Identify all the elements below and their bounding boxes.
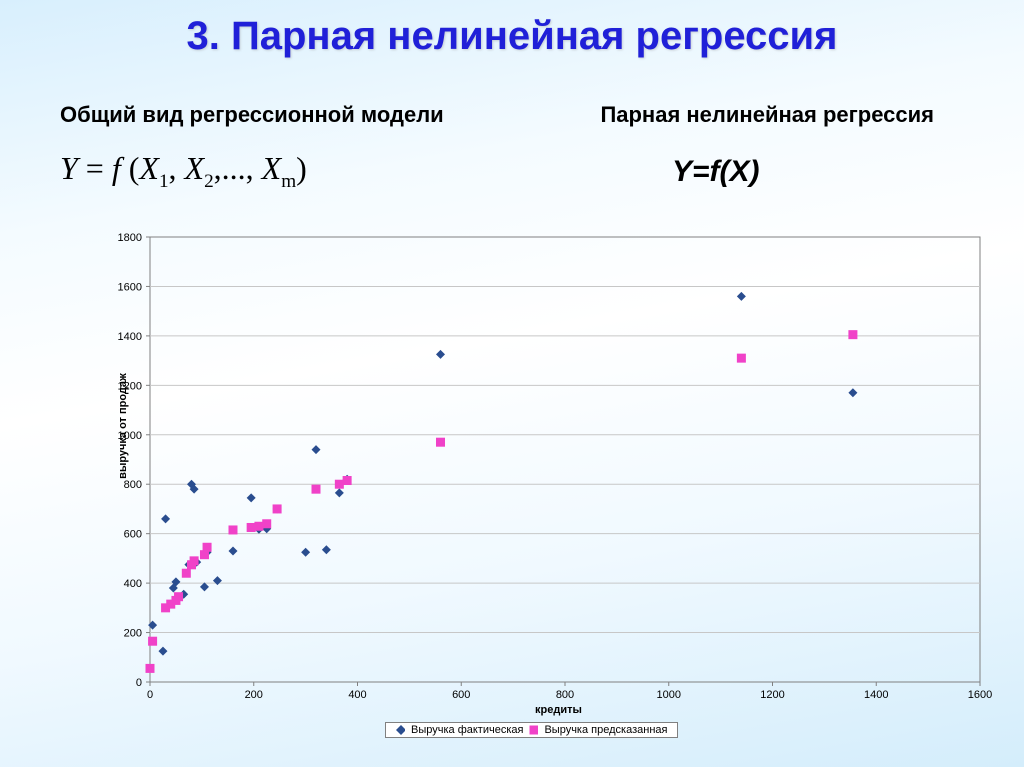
- svg-text:400: 400: [124, 578, 142, 590]
- svg-text:1000: 1000: [657, 689, 681, 701]
- subtitle-left: Общий вид регрессионной модели: [60, 102, 444, 128]
- slide-title: 3. Парная нелинейная регрессия: [0, 14, 1024, 59]
- svg-text:1400: 1400: [864, 689, 888, 701]
- x-axis-label: кредиты: [535, 704, 582, 716]
- chart-svg: 0 200 400 600 800 1000 1200 1400 1600 1800 0 200 400…: [110, 232, 1000, 707]
- svg-text:1200: 1200: [118, 380, 142, 392]
- svg-text:1600: 1600: [118, 281, 142, 293]
- svg-text:0: 0: [136, 677, 142, 689]
- legend-label-pred: Выручка предсказанная: [544, 724, 667, 736]
- svg-text:1800: 1800: [118, 232, 142, 244]
- chart-legend: Выручка фактическая Выручка предсказанна…: [385, 722, 678, 738]
- legend-marker-actual: [396, 726, 405, 735]
- svg-text:800: 800: [124, 479, 142, 491]
- legend-marker-pred: [529, 726, 538, 735]
- svg-text:1400: 1400: [118, 331, 142, 343]
- legend-label-actual: Выручка фактическая: [411, 724, 523, 736]
- svg-text:600: 600: [452, 689, 470, 701]
- svg-text:400: 400: [348, 689, 366, 701]
- svg-text:1000: 1000: [118, 430, 142, 442]
- svg-text:800: 800: [556, 689, 574, 701]
- svg-text:600: 600: [124, 529, 142, 541]
- svg-text:200: 200: [124, 628, 142, 640]
- formula-general: Y = f (X1, X2,..., Xm): [60, 150, 307, 187]
- subtitle-right: Парная нелинейная регрессия: [600, 102, 934, 128]
- svg-text:0: 0: [147, 689, 153, 701]
- svg-text:200: 200: [245, 689, 263, 701]
- svg-text:1200: 1200: [760, 689, 784, 701]
- formula-pair: Y=f(X): [672, 155, 760, 189]
- scatter-chart: 0 200 400 600 800 1000 1200 1400 1600 1800 0 200 400…: [110, 232, 1000, 712]
- svg-text:1600: 1600: [968, 689, 992, 701]
